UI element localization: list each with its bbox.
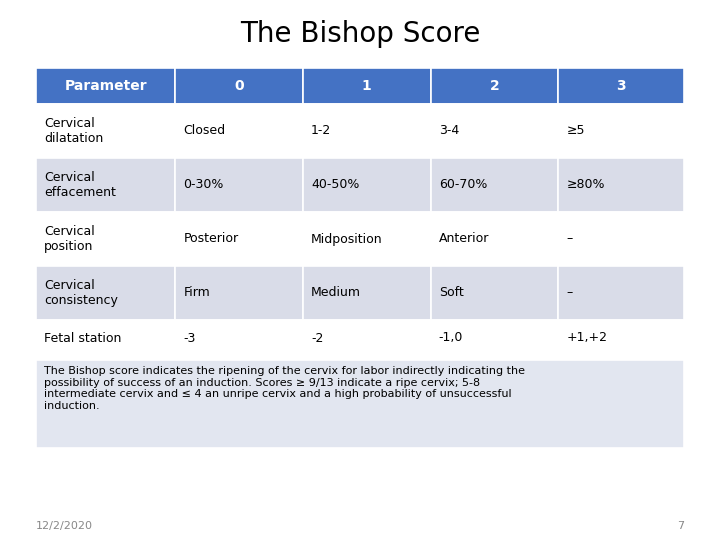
Text: The Bishop Score: The Bishop Score: [240, 20, 480, 48]
Text: Fetal station: Fetal station: [44, 332, 122, 345]
Text: Cervical
effacement: Cervical effacement: [44, 171, 116, 199]
Text: –: –: [567, 287, 572, 300]
Text: +1,+2: +1,+2: [567, 332, 607, 345]
Text: Midposition: Midposition: [311, 233, 382, 246]
Bar: [431, 320, 558, 356]
Bar: [431, 266, 558, 320]
Text: 7: 7: [677, 521, 684, 531]
Bar: [176, 68, 303, 104]
Bar: [36, 158, 176, 212]
Text: 12/2/2020: 12/2/2020: [36, 521, 93, 531]
Text: 0: 0: [234, 79, 244, 93]
Bar: [303, 158, 431, 212]
Bar: [176, 212, 303, 266]
Bar: [303, 104, 431, 158]
Bar: [36, 104, 176, 158]
Bar: [303, 68, 431, 104]
Bar: [303, 212, 431, 266]
Bar: [558, 158, 684, 212]
Text: 3-4: 3-4: [438, 125, 459, 138]
Bar: [36, 68, 176, 104]
Bar: [36, 360, 684, 448]
Bar: [558, 212, 684, 266]
Bar: [303, 266, 431, 320]
Text: 3: 3: [616, 79, 626, 93]
Bar: [431, 104, 558, 158]
Bar: [176, 266, 303, 320]
Text: ≥5: ≥5: [567, 125, 585, 138]
Text: –: –: [567, 233, 572, 246]
Text: Cervical
consistency: Cervical consistency: [44, 279, 118, 307]
Text: Closed: Closed: [184, 125, 225, 138]
Text: 40-50%: 40-50%: [311, 179, 359, 192]
Text: -1,0: -1,0: [438, 332, 463, 345]
Bar: [176, 158, 303, 212]
Text: 2: 2: [490, 79, 500, 93]
Text: 0-30%: 0-30%: [184, 179, 224, 192]
Bar: [558, 104, 684, 158]
Bar: [431, 158, 558, 212]
Text: 1-2: 1-2: [311, 125, 331, 138]
Text: Cervical
position: Cervical position: [44, 225, 95, 253]
Text: Posterior: Posterior: [184, 233, 238, 246]
Text: Soft: Soft: [438, 287, 464, 300]
Text: 60-70%: 60-70%: [438, 179, 487, 192]
Text: Firm: Firm: [184, 287, 210, 300]
Bar: [558, 68, 684, 104]
Text: -3: -3: [184, 332, 196, 345]
Text: 1: 1: [362, 79, 372, 93]
Text: The Bishop score indicates the ripening of the cervix for labor indirectly indic: The Bishop score indicates the ripening …: [44, 366, 525, 411]
Text: Medium: Medium: [311, 287, 361, 300]
Text: ≥80%: ≥80%: [567, 179, 605, 192]
Bar: [303, 320, 431, 356]
Bar: [431, 68, 558, 104]
Text: Anterior: Anterior: [438, 233, 489, 246]
Bar: [36, 320, 176, 356]
Bar: [36, 266, 176, 320]
Text: Cervical
dilatation: Cervical dilatation: [44, 117, 103, 145]
Bar: [176, 104, 303, 158]
Bar: [431, 212, 558, 266]
Bar: [36, 212, 176, 266]
Bar: [558, 320, 684, 356]
Bar: [558, 266, 684, 320]
Bar: [176, 320, 303, 356]
Text: -2: -2: [311, 332, 323, 345]
Text: Parameter: Parameter: [64, 79, 147, 93]
